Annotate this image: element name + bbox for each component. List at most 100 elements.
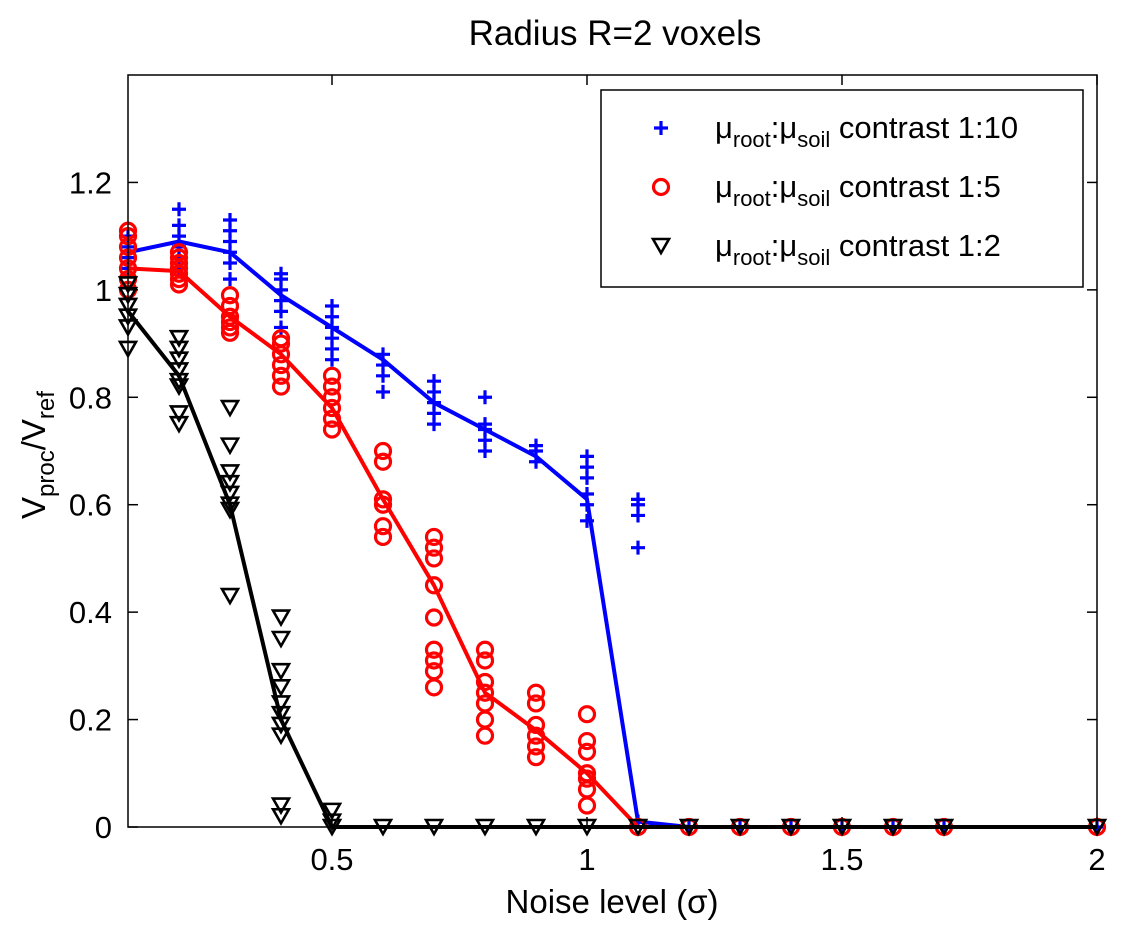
data-point — [322, 388, 342, 407]
data-point — [168, 362, 190, 381]
data-point — [321, 813, 343, 832]
data-point — [376, 347, 390, 362]
y-label-sub-2: ref — [33, 391, 60, 419]
data-point — [271, 355, 291, 375]
data-point — [220, 323, 240, 342]
data-point — [526, 715, 546, 735]
x-tick-label: 2 — [1088, 842, 1105, 877]
data-point — [321, 802, 343, 821]
data-point — [577, 742, 597, 761]
data-point — [424, 608, 444, 627]
y-tick-label: 0 — [95, 810, 112, 845]
data-point — [271, 366, 291, 385]
data-point — [373, 527, 393, 547]
data-point — [220, 286, 240, 305]
data-point — [220, 312, 240, 332]
data-point — [270, 609, 292, 628]
data-point — [169, 264, 189, 283]
legend-marker-2 — [651, 177, 671, 197]
y-label-base-1: V — [15, 497, 52, 519]
data-point — [270, 630, 292, 649]
data-point — [219, 464, 241, 483]
data-point — [322, 377, 342, 396]
data-point — [577, 796, 597, 815]
data-point — [223, 213, 237, 228]
data-point — [168, 329, 190, 348]
data-point — [580, 486, 594, 501]
data-point — [219, 474, 241, 493]
data-point — [172, 218, 186, 233]
legend-label-3: μroot:μsoil contrast 1:2 — [715, 228, 1001, 270]
data-point — [526, 737, 546, 756]
y-tick-label: 0.8 — [69, 380, 112, 415]
data-point — [168, 405, 190, 424]
legend: μroot:μsoil contrast 1:10 μroot:μsoil con… — [600, 89, 1084, 288]
y-tick-label: 1.2 — [69, 165, 112, 200]
y-label-sep: / — [15, 440, 52, 450]
data-point — [270, 662, 292, 681]
data-point — [219, 399, 241, 418]
data-point — [631, 492, 645, 507]
data-point — [168, 340, 190, 359]
data-point — [424, 640, 444, 659]
data-point — [373, 441, 393, 461]
chart-title: Radius R=2 voxels — [469, 14, 762, 53]
data-point — [220, 318, 240, 337]
plot-frame — [127, 74, 1098, 828]
axes: 0.5 1 1.5 2 0 0.2 0.4 0.6 0.8 1 1.2 — [69, 74, 1106, 877]
data-point — [168, 351, 190, 370]
legend-box — [600, 89, 1084, 288]
data-point — [271, 334, 291, 353]
y-label-sub-1: proc — [33, 450, 60, 497]
data-point — [424, 678, 444, 697]
data-point — [526, 726, 546, 745]
y-axis-label: Vproc/Vref — [15, 391, 60, 519]
data-point — [577, 731, 597, 751]
y-label-base-2: V — [15, 419, 52, 441]
data-point — [424, 527, 444, 547]
data-point — [424, 538, 444, 557]
data-point — [322, 366, 342, 385]
data-point — [373, 517, 393, 536]
data-point — [219, 587, 241, 606]
data-point — [270, 705, 292, 724]
data-point — [631, 540, 645, 555]
data-point — [478, 417, 492, 432]
data-point — [373, 490, 393, 509]
x-tick-label: 0.5 — [310, 842, 353, 877]
data-point — [526, 748, 546, 767]
data-point — [168, 415, 190, 434]
legend-label-2: μroot:μsoil contrast 1:5 — [715, 169, 1001, 211]
data-point — [475, 683, 495, 702]
data-point — [526, 694, 546, 713]
data-point — [270, 807, 292, 826]
data-point — [478, 390, 492, 405]
y-tick-label: 1 — [95, 273, 112, 308]
data-point — [168, 378, 190, 397]
y-tick-label: 0.4 — [69, 595, 112, 630]
legend-marker-1 — [654, 121, 668, 135]
x-tick-label: 1.5 — [820, 842, 863, 877]
data-point — [169, 275, 189, 294]
x-tick-label: 1 — [578, 842, 595, 877]
legend-label-1: μroot:μsoil contrast 1:10 — [715, 110, 1018, 152]
data-point — [577, 705, 597, 724]
data-point — [373, 452, 393, 471]
data-point — [580, 513, 594, 528]
data-point — [271, 345, 291, 364]
data-point — [577, 769, 597, 788]
data-point — [322, 420, 342, 439]
data-point — [427, 374, 441, 389]
data-point — [270, 797, 292, 816]
data-point — [322, 409, 342, 428]
data-point — [270, 695, 292, 714]
data-point — [274, 266, 288, 281]
legend-marker-3 — [650, 237, 672, 256]
data-point — [424, 549, 444, 568]
data-point — [580, 449, 594, 464]
data-point — [172, 202, 186, 217]
y-tick-label: 0.2 — [69, 703, 112, 738]
data-point — [219, 437, 241, 456]
data-point — [271, 377, 291, 396]
